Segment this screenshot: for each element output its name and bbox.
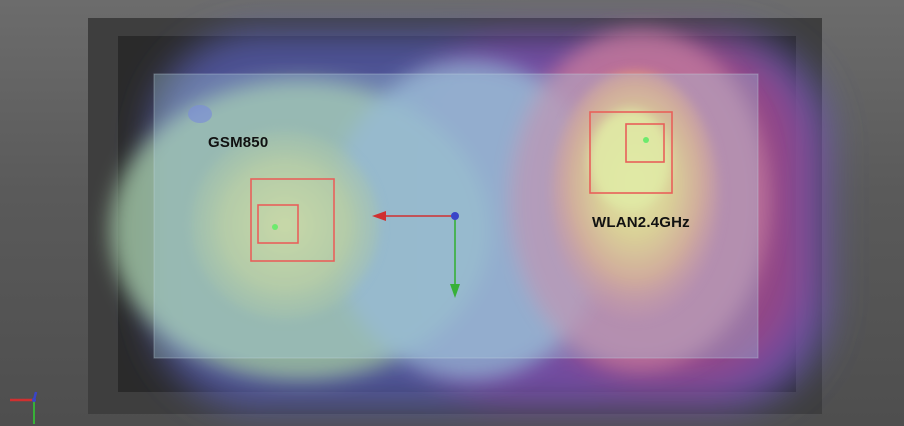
- xyz-axis-triad-icon: [10, 391, 38, 424]
- reflection-blob: [188, 105, 212, 123]
- wlan-peak-point: [643, 137, 649, 143]
- field-hotspots: [190, 70, 720, 320]
- gsm850-label: GSM850: [208, 134, 269, 151]
- gsm850-probe-region[interactable]: [250, 178, 335, 262]
- wlan-probe-region[interactable]: [589, 111, 673, 194]
- transform-gizmo-icon[interactable]: [372, 211, 460, 298]
- wlan-label: WLAN2.4GHz: [592, 214, 690, 231]
- gsm850-peak-point: [272, 224, 278, 230]
